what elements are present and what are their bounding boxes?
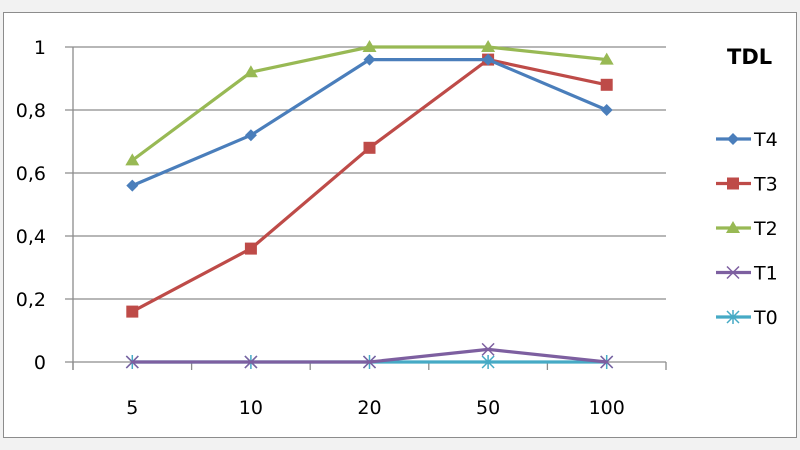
y-tick-label: 0,2 (16, 289, 46, 311)
legend-label: T1 (753, 263, 778, 285)
series-t2 (125, 40, 614, 166)
x-tick-label: 50 (476, 397, 500, 419)
legend-item-t0: T0 (716, 307, 778, 329)
y-tick-label: 0,4 (16, 226, 46, 248)
x-tick-label: 5 (126, 397, 138, 419)
legend-label: T4 (753, 129, 778, 151)
legend-title: TDL (727, 45, 772, 69)
series-t3 (126, 53, 613, 318)
legend-item-t1: T1 (716, 263, 778, 285)
legend-item-t2: T2 (716, 218, 778, 240)
legend: TDL T4 T3 T2 T1 T0 (716, 45, 778, 329)
x-tick-label: 20 (357, 397, 381, 419)
legend-item-t3: T3 (716, 174, 778, 196)
chart-area (3, 12, 797, 438)
y-tick-label: 1 (34, 37, 46, 59)
legend-label: T0 (753, 307, 778, 329)
x-tick-label: 10 (239, 397, 263, 419)
y-tick-label: 0,8 (16, 100, 46, 122)
y-tick-label: 0,6 (16, 163, 46, 185)
legend-label: T3 (753, 174, 778, 196)
legend-item-t4: T4 (716, 129, 778, 151)
series-t1 (125, 342, 614, 369)
gridlines (65, 46, 666, 363)
y-tick-label: 0 (34, 352, 46, 374)
legend-label: T2 (753, 218, 778, 240)
x-tick-label: 100 (589, 397, 625, 419)
series-t4 (126, 53, 613, 192)
